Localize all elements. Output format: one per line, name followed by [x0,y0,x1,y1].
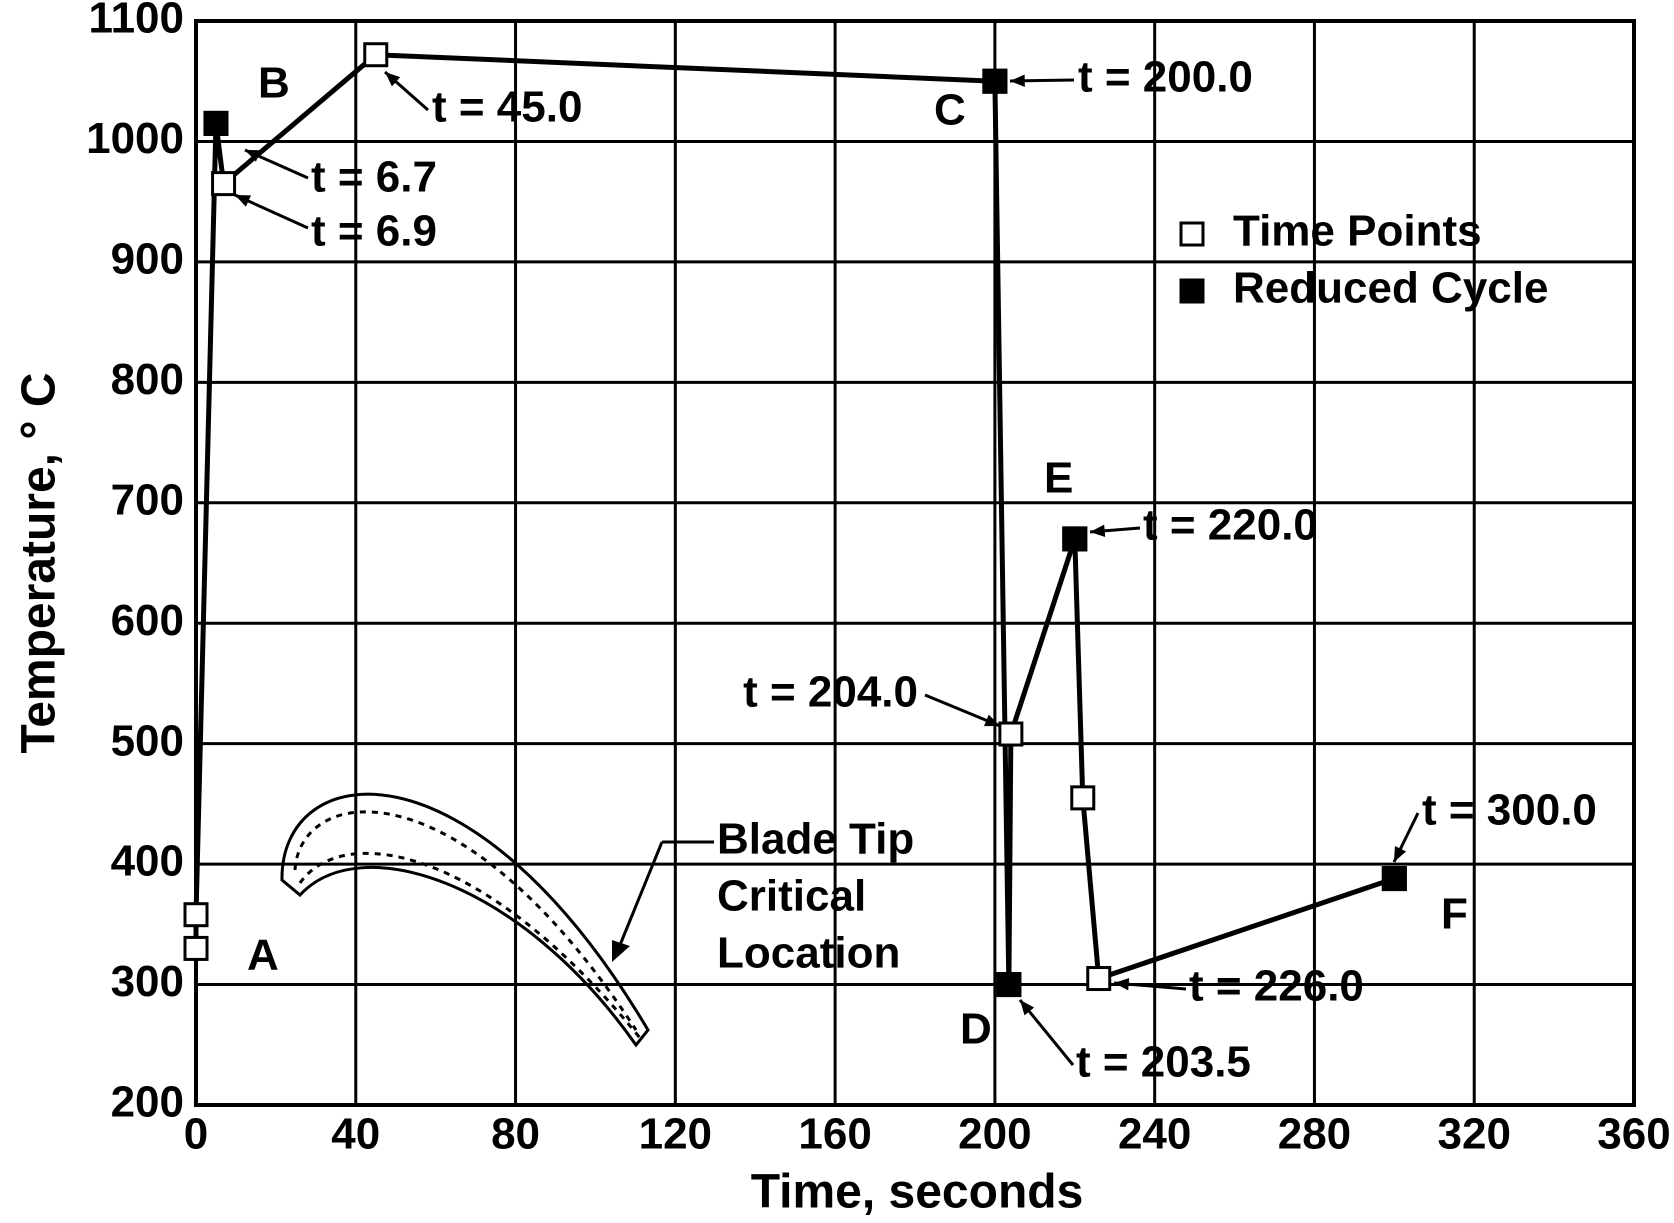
y-tick-label: 1100 [89,0,184,43]
arrowhead [1114,978,1130,991]
x-tick-label: 280 [1278,1110,1351,1159]
data-point [1070,785,1096,811]
arrowhead [1010,74,1025,87]
x-axis-title: Time, seconds [751,1166,1084,1219]
leader-line [618,841,664,946]
annotation: F [1441,890,1468,939]
y-tick-label: 300 [111,957,184,1006]
annotation: t = 226.0 [1189,962,1364,1011]
x-tick-label: 0 [184,1110,208,1159]
inset-label: Blade Tip [717,815,914,864]
legend-label: Time Points [1233,207,1482,256]
annotation: t = 6.7 [311,153,437,202]
y-tick-label: 800 [111,355,184,404]
annotation: B [258,59,290,108]
annotation: t = 203.5 [1076,1038,1251,1087]
annotation: D [960,1005,992,1054]
y-tick-label: 900 [111,235,184,284]
annotation: C [934,86,966,135]
x-tick-label: 120 [639,1110,712,1159]
arrowhead [612,940,630,962]
data-line [193,52,1396,985]
inset-label: Location [717,929,900,978]
arrowhead [1090,524,1106,538]
data-point [203,110,229,136]
data-point [1381,866,1407,892]
x-tick-label: 200 [958,1110,1031,1159]
arrowhead [1394,846,1407,862]
data-point [1062,526,1088,552]
y-axis-title: Temperature, ° C [13,372,66,753]
y-tick-label: 700 [111,475,184,524]
y-tick-label: 200 [111,1078,184,1127]
annotation: t = 300.0 [1422,786,1597,835]
legend-marker [1179,221,1205,247]
y-tick-label: 500 [111,716,184,765]
blade-inset [280,792,650,1048]
annotation: A [247,931,279,980]
data-point [183,902,209,928]
y-tick-label: 1000 [86,114,184,163]
data-point [996,972,1022,998]
x-tick-label: 320 [1438,1110,1511,1159]
annotation: t = 45.0 [432,83,582,132]
data-point [982,68,1008,94]
annotation: t = 6.9 [311,207,437,256]
annotation: t = 220.0 [1143,501,1318,550]
data-point [1086,966,1112,992]
annotation: t = 200.0 [1078,53,1253,102]
data-point [211,171,237,197]
x-tick-label: 360 [1597,1110,1670,1159]
data-point [998,721,1024,747]
arrowhead [245,150,261,162]
x-tick-label: 80 [491,1110,540,1159]
y-tick-label: 400 [111,837,184,886]
arrowhead [1020,1000,1035,1016]
data-point [183,935,209,961]
x-tick-label: 160 [798,1110,871,1159]
arrowhead [984,714,1000,727]
data-point [363,42,389,68]
plot-frame [194,19,1636,1107]
arrowhead [385,72,401,87]
x-tick-label: 240 [1118,1110,1191,1159]
y-tick-label: 600 [111,596,184,645]
inset-label: Critical [717,872,866,921]
legend-marker [1179,278,1205,304]
annotation: t = 204.0 [743,668,918,717]
x-tick-label: 40 [331,1110,380,1159]
legend-label: Reduced Cycle [1233,264,1548,313]
arrowhead [235,195,251,207]
annotation: E [1044,454,1073,503]
